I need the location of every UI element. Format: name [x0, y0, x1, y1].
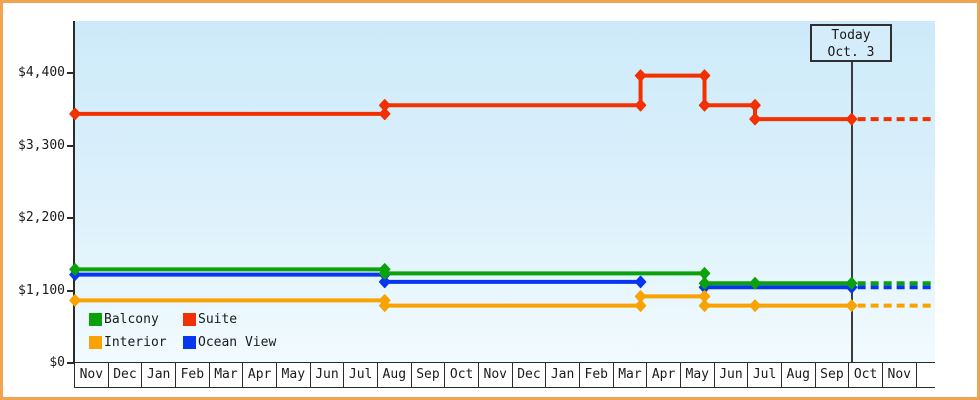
y-axis-tick [67, 362, 74, 364]
month-label: Feb [174, 363, 209, 387]
month-label: Feb [578, 363, 613, 387]
today-label: Today [831, 28, 871, 43]
y-axis-line [73, 21, 75, 363]
x-axis-month-row: Nov Dec Jan Feb Mar Apr May Jun Jul Aug Sep Oct Nov D… [74, 362, 935, 388]
month-label: Dec [511, 363, 546, 387]
month-label: Sep [410, 363, 445, 387]
month-label: Jul [343, 363, 377, 387]
month-label: Nov [881, 363, 916, 387]
y-axis-tick-label: $1,100 [18, 282, 65, 298]
legend-item-balcony: Balcony [89, 312, 183, 327]
y-axis-tick [67, 217, 74, 219]
y-axis-tick [67, 289, 74, 292]
legend-swatch [89, 313, 102, 326]
month-label: Jan [141, 363, 175, 387]
legend-swatch [183, 336, 196, 349]
legend-swatch [89, 336, 102, 349]
y-axis-tick-label: $4,400 [18, 65, 65, 80]
today-date: Oct. 3 [827, 45, 875, 60]
y-axis-tick-label: $0 [49, 355, 65, 370]
month-label: Dec [107, 363, 142, 387]
month-label: Jun [713, 363, 748, 387]
month-label: Aug [780, 363, 815, 387]
month-label: Mar [612, 363, 647, 387]
month-label: May [679, 363, 714, 387]
legend-item-suite: Suite [183, 312, 276, 327]
legend-label: Balcony [104, 312, 159, 327]
month-label: Nov [74, 363, 108, 387]
month-label: Sep [814, 363, 849, 387]
month-label: May [275, 363, 310, 387]
month-label: Jul [747, 363, 781, 387]
month-label: Jan [545, 363, 579, 387]
y-axis-tick-label: $3,300 [18, 137, 65, 153]
legend-label: Interior [104, 335, 167, 350]
legend-swatch [183, 313, 196, 326]
month-label: Oct [444, 363, 478, 387]
month-cell-empty [915, 363, 934, 387]
today-vertical-line [851, 61, 853, 362]
month-label: Aug [376, 363, 411, 387]
y-axis-tick [67, 72, 74, 74]
y-axis-tick-label: $2,200 [18, 210, 65, 225]
y-axis-tick [67, 144, 74, 147]
legend: Balcony Suite Interior Ocean View [89, 308, 276, 354]
month-label: Apr [242, 363, 276, 387]
legend-item-ocean-view: Ocean View [183, 335, 276, 350]
month-label: Apr [646, 363, 680, 387]
month-label: Nov [477, 363, 512, 387]
month-label: Oct [848, 363, 882, 387]
today-marker-box: Today Oct. 3 [810, 24, 892, 62]
month-label: Jun [309, 363, 344, 387]
legend-label: Suite [198, 312, 238, 327]
legend-item-interior: Interior [89, 335, 183, 350]
month-label: Mar [208, 363, 243, 387]
legend-label: Ocean View [198, 335, 277, 350]
